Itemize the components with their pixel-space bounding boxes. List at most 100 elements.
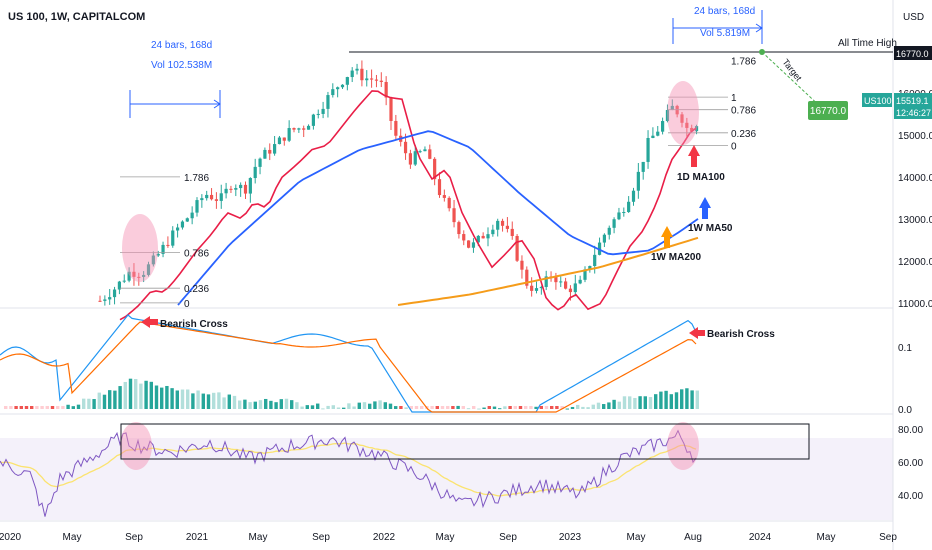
candle-body (180, 221, 185, 228)
target-price-badge (808, 101, 848, 120)
candle-body (486, 234, 490, 239)
macd-histogram-bar (664, 390, 668, 409)
rsi-resistance-box[interactable] (120, 423, 810, 460)
macd-histogram-bar (71, 406, 75, 409)
candle-body (176, 227, 180, 231)
candle-body (229, 188, 233, 190)
macd-histogram-bar (695, 390, 699, 409)
bearish-cross-left-label: Bearish Cross (160, 319, 228, 330)
candle-body (665, 110, 670, 122)
fib-label-left: 0.786 (184, 249, 209, 260)
candle-body (340, 84, 345, 88)
candle-body (321, 108, 325, 114)
time-axis[interactable]: 2020 May Sep 2021 May Sep 2022 May Sep 2023 May Aug… (0, 532, 897, 543)
macd-histogram-bar (180, 389, 185, 409)
macd-histogram-bar (451, 406, 455, 409)
candle-body (559, 281, 563, 283)
macd-histogram-bar (50, 406, 55, 409)
candle-body (263, 149, 267, 159)
macd-histogram-bar (243, 399, 247, 409)
macd-histogram-bar (654, 394, 658, 409)
rsi-panel (0, 429, 697, 517)
macd-histogram-bar (388, 403, 393, 409)
candle-body (151, 255, 155, 265)
candle-body (350, 70, 354, 78)
candle-body (661, 121, 665, 132)
macd-histogram-bar (196, 390, 200, 409)
candle-body (142, 274, 146, 277)
macd-histogram-bar (669, 394, 673, 409)
time-tick-label: 2023 (559, 532, 582, 543)
macd-histogram-bar (518, 406, 523, 409)
rsi-tick-label: 80.00 (898, 425, 923, 436)
macd-histogram-bar (368, 403, 372, 409)
candle-body (345, 77, 349, 85)
bearish-cross-right-label: Bearish Cross (707, 329, 775, 340)
macd-histogram-bar (24, 406, 29, 409)
candle-body (602, 234, 606, 243)
macd-histogram-bar (212, 392, 216, 409)
macd-histogram-bar (674, 392, 679, 409)
candle-body (442, 195, 446, 198)
target-projection-line[interactable] (761, 51, 825, 111)
arrow-up-blue-icon (699, 197, 711, 219)
macd-histogram-bar (139, 383, 143, 409)
macd-histogram-bar (633, 397, 637, 409)
macd-histogram-bar (570, 406, 575, 409)
macd-histogram-bar (414, 406, 419, 409)
measure-tool-right[interactable] (672, 10, 763, 44)
candle-body (437, 179, 442, 196)
macd-histogram-bar (492, 406, 497, 409)
last-price-badge (894, 93, 932, 119)
target-anchor-point[interactable] (759, 49, 765, 55)
macd-histogram-bar (201, 393, 205, 409)
candle-body (370, 78, 374, 80)
highlight-ellipse-left-rsi (120, 422, 152, 470)
candle-body (292, 128, 296, 130)
candle-body (258, 158, 262, 167)
macd-histogram-bar (534, 406, 538, 409)
candle-body (500, 220, 505, 226)
macd-histogram-bar (550, 406, 554, 409)
macd-histogram-bar (66, 404, 70, 409)
time-tick-label: 2021 (186, 532, 209, 543)
macd-histogram-bar (253, 401, 257, 409)
time-tick-label: 2024 (749, 532, 772, 543)
macd-histogram-bar (586, 407, 590, 409)
macd-panel (0, 314, 699, 413)
time-tick-label: May (249, 532, 268, 543)
macd-tick-label: 0.1 (898, 343, 912, 354)
macd-histogram-bar (227, 394, 231, 409)
candle-body (336, 87, 340, 90)
macd-histogram-bar (134, 379, 138, 409)
candle-body (302, 128, 306, 130)
candle-body (573, 283, 577, 293)
macd-histogram-bar (92, 399, 96, 409)
macd-histogram-bar (487, 406, 491, 409)
candle-body (680, 114, 684, 123)
candle-body (564, 281, 568, 289)
macd-histogram-bar (128, 378, 133, 409)
fib-label-right: 1 (731, 93, 737, 104)
candle-body (326, 95, 330, 109)
macd-histogram-bar (160, 387, 164, 409)
macd-histogram-bar (290, 400, 294, 409)
candle-body (622, 212, 626, 214)
macd-histogram-bar (113, 390, 117, 409)
macd-histogram-bar (295, 402, 299, 409)
candle-body (219, 193, 223, 201)
candle-body (156, 253, 160, 256)
label-1w-ma200: 1W MA200 (651, 252, 701, 263)
candle-body (209, 194, 214, 200)
currency-label: USD (903, 12, 924, 23)
candle-body (588, 266, 592, 270)
macd-histogram-bar (170, 388, 174, 409)
measure-tool-left[interactable] (129, 90, 221, 118)
macd-histogram-bar (342, 407, 346, 409)
macd-histogram-bar (596, 402, 601, 409)
candle-body (243, 184, 248, 194)
macd-histogram-bar (409, 406, 413, 409)
candle-body (268, 149, 272, 154)
